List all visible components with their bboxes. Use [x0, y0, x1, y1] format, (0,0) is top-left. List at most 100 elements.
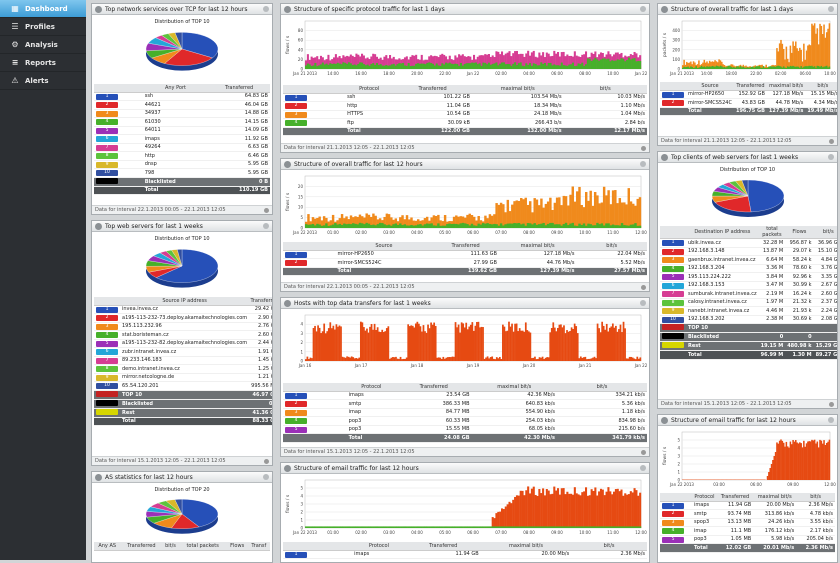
panel-settings-icon[interactable]: [640, 6, 646, 12]
nav-item-dashboard[interactable]: ▦Dashboard: [0, 0, 86, 18]
series-bar: [686, 67, 688, 69]
series-bar: [413, 526, 415, 528]
nav-item-alerts[interactable]: ⚠Alerts: [0, 72, 86, 90]
rank-cell: 1: [660, 239, 686, 248]
series-bar: [322, 63, 324, 69]
series-bar: [635, 490, 637, 528]
panel-settings-icon[interactable]: [640, 300, 646, 306]
table-cell: demo.intranet.invea.cz: [120, 365, 249, 374]
series-bar: [520, 526, 522, 528]
series-bar: [447, 63, 449, 69]
series-bar: [786, 68, 788, 69]
panel-settings-icon[interactable]: [263, 223, 269, 229]
info-icon[interactable]: [264, 459, 269, 464]
panel-settings-icon[interactable]: [828, 154, 834, 160]
panel-settings-icon[interactable]: [263, 474, 269, 480]
table-cell: Total: [336, 267, 433, 276]
series-bar: [482, 223, 484, 228]
panel-settings-icon[interactable]: [640, 465, 646, 471]
info-icon[interactable]: [641, 285, 646, 290]
series-bar: [544, 526, 546, 528]
panel-settings-icon[interactable]: [828, 6, 834, 12]
series-bar: [818, 44, 820, 69]
series-bar: [571, 327, 573, 361]
column-header: [94, 297, 120, 305]
series-bar: [377, 224, 379, 228]
column-header: Transferred: [208, 84, 270, 92]
info-icon[interactable]: [264, 208, 269, 213]
series-bar: [619, 526, 621, 528]
series-bar: [689, 68, 691, 69]
series-bar: [491, 224, 493, 228]
series-bar: [317, 325, 319, 361]
top-swatch: [96, 391, 118, 397]
nav-item-profiles[interactable]: ☰Profiles: [0, 18, 86, 36]
nav-item-analysis[interactable]: ⚙Analysis: [0, 36, 86, 54]
nav-item-reports[interactable]: ≡Reports: [0, 54, 86, 72]
rank-cell: 9: [660, 307, 686, 316]
info-icon[interactable]: [829, 139, 834, 144]
panel-settings-icon[interactable]: [640, 161, 646, 167]
series-bar: [741, 67, 743, 69]
panel-settings-icon[interactable]: [828, 417, 834, 423]
panel-settings-icon[interactable]: [263, 6, 269, 12]
series-bar: [614, 225, 616, 228]
info-icon[interactable]: [641, 146, 646, 151]
series-bar: [320, 333, 322, 361]
series-bar: [413, 328, 415, 361]
info-icon[interactable]: [641, 450, 646, 455]
series-bar: [447, 526, 449, 528]
info-icon[interactable]: [829, 402, 834, 407]
series-bar: [622, 496, 624, 528]
